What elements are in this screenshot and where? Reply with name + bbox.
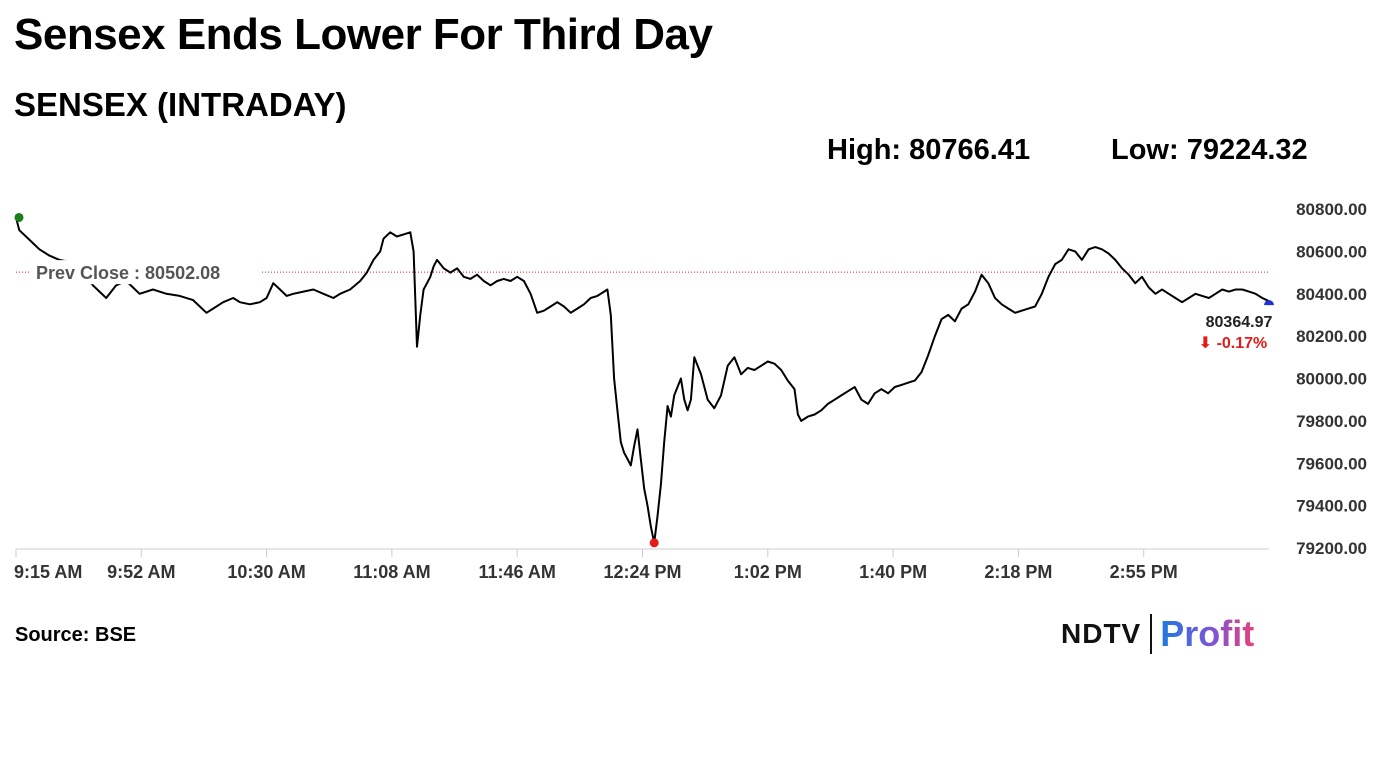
x-tick-label: 12:24 PM xyxy=(603,562,681,582)
y-tick-label: 79200.00 xyxy=(1296,539,1367,558)
y-tick-label: 79400.00 xyxy=(1296,497,1367,516)
prev-close-label: Prev Close : 80502.08 xyxy=(36,263,220,283)
x-tick-label: 9:52 AM xyxy=(107,562,175,582)
source-note: Source: BSE xyxy=(15,624,137,646)
logo-profit-text: Profit xyxy=(1160,613,1255,654)
day-low-stat: Low: 79224.32 xyxy=(1111,134,1308,166)
open-marker xyxy=(14,212,24,222)
ndtv-profit-logo: NDTV Profit xyxy=(1061,612,1254,656)
y-tick-label: 79800.00 xyxy=(1296,412,1367,431)
x-tick-label: 10:30 AM xyxy=(227,562,305,582)
y-tick-label: 80800.00 xyxy=(1296,200,1367,219)
prev-close-label-background xyxy=(30,260,262,285)
day-high-stat: High: 80766.41 xyxy=(827,134,1031,166)
day-low-marker xyxy=(649,538,659,548)
last-price-marker xyxy=(1264,300,1274,306)
logo-divider xyxy=(1150,614,1153,654)
x-tick-label: 2:18 PM xyxy=(984,562,1052,582)
x-tick-label: 2:55 PM xyxy=(1110,562,1178,582)
chart-title: SENSEX (INTRADAY) xyxy=(14,86,347,123)
y-tick-label: 80400.00 xyxy=(1296,285,1367,304)
logo-ndtv-text: NDTV xyxy=(1061,618,1142,649)
y-axis-ticks: 80800.00 80600.00 80400.00 80200.00 80000.00… xyxy=(1296,200,1367,558)
y-tick-label: 80600.00 xyxy=(1296,242,1367,261)
x-tick-label: 11:08 AM xyxy=(353,562,430,582)
x-tick-label: 11:46 AM xyxy=(479,562,556,582)
x-tick-label: 9:15 AM xyxy=(14,562,82,582)
x-axis: 9:15 AM 9:52 AM 10:30 AM 11:08 AM 11:46 AM 12… xyxy=(14,548,1269,582)
x-tick-label: 1:40 PM xyxy=(859,562,927,582)
y-tick-label: 80200.00 xyxy=(1296,327,1367,346)
x-tick-label: 1:02 PM xyxy=(734,562,802,582)
sensex-price-line xyxy=(15,217,1270,544)
percent-change-label: ⬇ -0.17% xyxy=(1199,335,1268,352)
chart-headline: Sensex Ends Lower For Third Day xyxy=(14,10,713,59)
y-tick-label: 80000.00 xyxy=(1296,370,1367,389)
y-tick-label: 79600.00 xyxy=(1296,454,1367,473)
last-price-label: 80364.97 xyxy=(1206,314,1273,331)
